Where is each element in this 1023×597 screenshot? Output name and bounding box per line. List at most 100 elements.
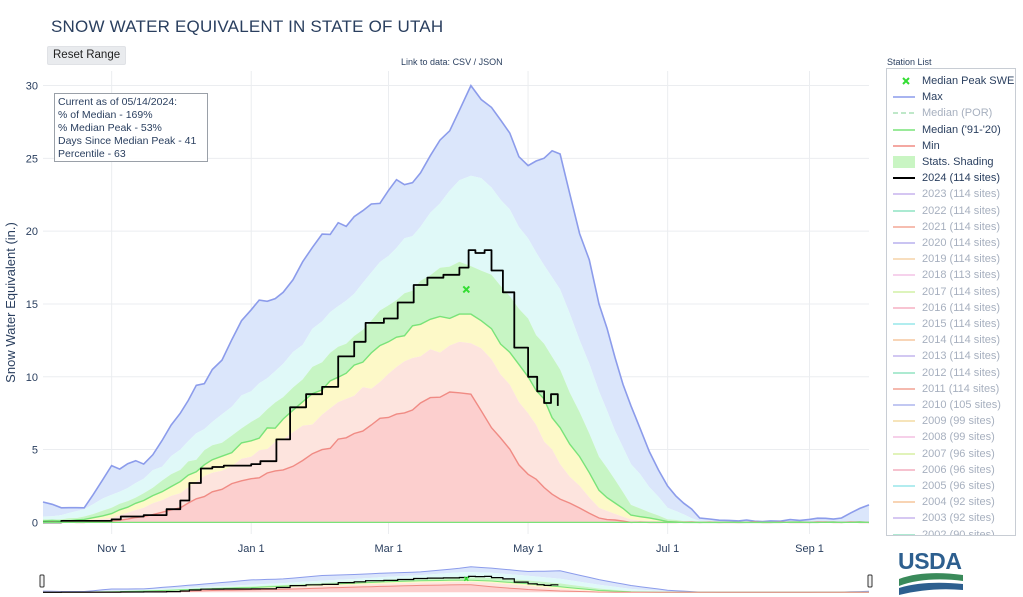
x-tick-label: Jul 1 [656, 543, 679, 555]
legend-item[interactable]: 2019 (114 sites) [887, 251, 1015, 267]
legend-symbol [893, 307, 915, 309]
legend-label: 2017 (114 sites) [922, 285, 1001, 298]
legend-item[interactable]: Min [887, 138, 1015, 154]
range-series-2024-line [43, 575, 559, 593]
legend-item[interactable]: 2003 (92 sites) [887, 510, 1015, 526]
legend-symbol [893, 339, 915, 341]
legend-item[interactable]: 2006 (96 sites) [887, 462, 1015, 478]
legend-item[interactable]: 2008 (99 sites) [887, 429, 1015, 445]
range-handle-left[interactable] [39, 574, 45, 588]
page-title: SNOW WATER EQUIVALENT IN STATE OF UTAH [51, 17, 444, 36]
legend-symbol [893, 469, 915, 471]
data-link-label: Link to data: [401, 57, 451, 67]
legend-symbol [893, 145, 915, 147]
legend-label: 2002 (90 sites) [922, 528, 995, 536]
legend-item[interactable]: 2015 (114 sites) [887, 316, 1015, 332]
legend-symbol [893, 193, 915, 196]
legend-symbol [893, 533, 915, 535]
legend-label: Min [922, 139, 940, 152]
range-slider[interactable] [39, 566, 873, 593]
x-tick-label: Mar 1 [374, 543, 402, 555]
legend-item[interactable]: 2018 (113 sites) [887, 267, 1015, 283]
legend-item[interactable]: 2012 (114 sites) [887, 365, 1015, 381]
x-tick-label: May 1 [513, 543, 543, 555]
legend-item[interactable]: 2007 (96 sites) [887, 446, 1015, 462]
legend-label: 2015 (114 sites) [922, 318, 1001, 330]
legend-label: 2011 (114 sites) [922, 382, 1000, 395]
legend-item[interactable]: 2004 (92 sites) [887, 494, 1015, 510]
legend-item[interactable]: 2010 (105 sites) [887, 397, 1015, 413]
info-line-pct-median-peak: % Median Peak - 53% [58, 122, 162, 134]
legend-label: 2022 (114 sites) [922, 204, 1001, 217]
p30-min-band [43, 341, 869, 523]
legend-item[interactable]: 2002 (90 sites) [887, 527, 1015, 536]
usda-logo-text: USDA [898, 548, 962, 574]
range-median-peak-marker [463, 576, 469, 582]
csv-link[interactable]: CSV [452, 57, 472, 67]
range-handle-right[interactable] [867, 574, 873, 588]
legend-symbol [893, 355, 915, 358]
legend-label: 2018 (113 sites) [922, 269, 1001, 282]
x-tick-label: Sep 1 [795, 543, 824, 555]
p90-p70-band [43, 175, 869, 523]
legend-item[interactable]: Median Peak SWE [887, 73, 1015, 89]
legend-symbol [893, 96, 915, 98]
p70-median-band [43, 261, 869, 523]
station-list-legend[interactable]: Median Peak SWE Max Median (POR) Median ('9… [886, 68, 1016, 536]
min-band [43, 392, 869, 523]
legend-item[interactable]: Median (POR) [887, 105, 1015, 121]
legend-symbol [893, 290, 915, 293]
legend-label: 2019 (114 sites) [922, 253, 1001, 266]
legend-label: 2014 (114 sites) [922, 334, 1001, 347]
legend-label: 2021 (114 sites) [922, 220, 1001, 233]
legend-label: 2016 (114 sites) [922, 301, 1001, 314]
legend-symbol [893, 177, 915, 180]
legend-item[interactable]: 2013 (114 sites) [887, 348, 1015, 364]
legend-item[interactable]: 2016 (114 sites) [887, 300, 1015, 316]
legend-symbol [893, 242, 915, 244]
legend-item[interactable]: 2024 (114 sites) [887, 170, 1015, 186]
series-2024-line [43, 249, 559, 524]
link-separator: / [473, 57, 477, 67]
legend-label: Stats. Shading [922, 156, 994, 168]
legend-symbol [902, 77, 910, 85]
data-link-line: Link to data: CSV / JSON [401, 57, 503, 67]
legend-symbol [893, 501, 915, 503]
legend-item[interactable]: 2021 (114 sites) [887, 219, 1015, 235]
range-max-p90-band [43, 566, 869, 593]
legend-item[interactable]: 2017 (114 sites) [887, 284, 1015, 300]
legend-item[interactable]: 2022 (114 sites) [887, 203, 1015, 219]
legend-label: 2013 (114 sites) [922, 350, 1001, 363]
y-tick-label: 15 [26, 299, 38, 311]
legend-label: 2008 (99 sites) [922, 431, 995, 444]
legend-item[interactable]: 2011 (114 sites) [887, 381, 1015, 397]
legend-label: 2007 (96 sites) [922, 447, 995, 460]
x-tick-label: Jan 1 [238, 543, 265, 555]
legend-item[interactable]: Median ('91-'20) [887, 122, 1015, 138]
legend-title: Station List [887, 57, 932, 67]
legend-item[interactable]: 2005 (96 sites) [887, 478, 1015, 494]
usda-logo: USDA [898, 548, 963, 595]
legend-item[interactable]: 2009 (99 sites) [887, 413, 1015, 429]
legend-symbol [893, 420, 915, 422]
reset-range-button[interactable]: Reset Range [47, 46, 127, 65]
legend-item[interactable]: Max [887, 89, 1015, 105]
legend-item[interactable]: 2020 (114 sites) [887, 235, 1015, 251]
range-min-band [43, 584, 869, 593]
legend-symbol [893, 485, 915, 487]
y-tick-label: 5 [32, 445, 38, 457]
legend-label: 2003 (92 sites) [922, 512, 995, 525]
legend-item[interactable]: Stats. Shading [887, 154, 1015, 170]
legend-label: 2006 (96 sites) [922, 463, 995, 476]
legend-symbol [893, 128, 915, 131]
median-peak-marker [462, 285, 471, 294]
legend-item[interactable]: 2014 (114 sites) [887, 332, 1015, 348]
y-tick-label: 0 [32, 517, 38, 529]
json-link[interactable]: JSON [478, 57, 503, 67]
y-axis-title: Snow Water Equivalent (in.) [3, 222, 18, 383]
legend-symbol [893, 517, 915, 520]
legend-label: 2012 (114 sites) [922, 366, 1001, 379]
legend-item[interactable]: 2023 (114 sites) [887, 186, 1015, 202]
legend-symbol [893, 388, 915, 390]
